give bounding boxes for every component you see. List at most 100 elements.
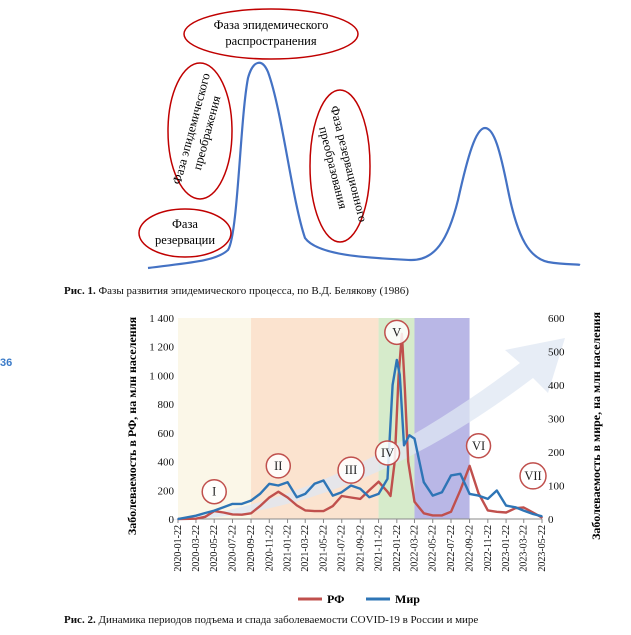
data-point-world [231,503,234,505]
period-marker-V [384,319,410,346]
period-label: V [392,325,401,339]
data-point-rf [359,498,362,500]
period-marker-III [337,456,365,484]
data-point-rf [495,511,498,513]
data-point-rf [286,496,289,499]
data-point-rf [450,511,452,513]
data-point-rf [304,509,307,512]
x-tick-label: 2020-03-22 [191,525,202,572]
period-label: VII [524,469,541,483]
data-point-rf [422,512,425,515]
data-point-world [213,509,216,512]
x-tick-label: 2022-09-22 [465,525,476,572]
phase-reservation-label-1: Фаза [172,217,198,231]
x-tick-label: 2021-01-22 [283,525,294,572]
data-point-rf [231,513,234,516]
data-point-rf [195,517,197,520]
data-point-world [322,479,325,482]
data-point-rf [404,388,406,391]
phase-reservation-ellipse: Фаза резервации [138,208,232,258]
x-tick-label: 2023-05-22 [537,525,548,572]
period-label: VI [472,439,485,453]
page-number: 36 [0,357,13,369]
data-point-world [532,513,534,515]
data-point-rf [413,500,416,503]
figure1: Фаза эпидемического распространения Фаза… [138,8,581,270]
data-point-rf [331,505,334,507]
data-point-rf [240,513,243,516]
y-tick-right: 200 [548,447,565,459]
y-tick-right: 400 [548,380,565,392]
y-tick-right: 600 [548,313,565,325]
figure2-chart: 0 200 400 600 800 1 000 1 200 1 400 0 100 200 300 40… [125,312,603,606]
phase-transformation-ellipse: Фаза эпидемического преображения [167,62,233,200]
data-point-rf [505,511,507,514]
data-point-rf [389,495,392,497]
data-point-rf [377,480,380,483]
x-tick-label: 2023-03-22 [519,525,530,572]
data-point-rf [487,509,489,512]
data-point-world [268,483,271,485]
y-tick-right: 0 [548,514,554,526]
figure1-caption-text: Фазы развития эпидемического процесса, п… [95,285,409,297]
figure1-caption: Рис. 1. Фазы развития эпидемического про… [64,285,409,297]
y-tick-left: 200 [158,485,175,497]
period-label: I [212,485,216,499]
y-axis-label-right: Заболеваемость в мире, на млн населения [589,312,603,540]
data-point-rf [277,490,280,493]
legend-world-label: Мир [395,592,420,606]
data-point-world [359,488,362,490]
data-point-rf [407,460,409,463]
figure2-caption-text: Динамика периодов подъема и спада заболе… [95,614,479,626]
data-point-world [286,481,289,483]
data-point-world [377,493,380,495]
y-tick-left: 1 400 [149,313,174,325]
x-tick-label: 2023-01-22 [501,525,512,572]
data-point-rf [431,514,434,517]
phase-spread-label-2: распространения [225,34,316,48]
x-tick-label: 2020-01-22 [173,525,184,572]
data-point-rf [368,489,371,492]
data-point-world [304,493,307,495]
x-tick-label: 2022-03-22 [409,525,420,572]
data-point-world [468,493,471,495]
data-point-world [450,474,452,477]
data-point-world [313,483,316,485]
data-point-world [541,515,543,518]
x-tick-label: 2021-11-22 [374,525,385,571]
phase-reservation-label-2: резервации [155,233,215,247]
data-point-world [431,494,434,497]
trend-arrow [165,338,565,520]
data-point-world [386,478,389,480]
data-point-rf [386,490,389,493]
figure2-caption-bold: Рис. 2. [64,614,96,626]
phase-spread-ellipse: Фаза эпидемического распространения [183,8,359,60]
x-tick-label: 2020-11-22 [264,525,275,571]
data-point-world [331,494,334,497]
data-point-world [177,518,179,520]
period-marker-VI [465,433,492,459]
data-point-world [250,499,252,502]
data-point-rf [250,512,252,515]
period-marker-II [265,453,292,479]
data-point-rf [441,514,443,517]
data-point-world [459,472,462,475]
x-tick-label: 2022-07-22 [446,525,457,572]
data-point-world [350,484,352,487]
data-point-world [240,503,243,505]
x-tick-label: 2020-07-22 [227,525,238,572]
data-point-rf [477,492,480,494]
y-tick-right: 100 [548,481,565,493]
y-tick-right: 500 [548,347,565,359]
data-point-world [522,509,525,512]
data-point-rf [468,465,471,467]
data-point-world [477,494,480,497]
data-point-world [195,514,197,517]
data-point-world [259,493,261,495]
phase-reservation-transform-ellipse: Фаза резервационного преобразования [309,89,371,243]
data-point-world [277,484,280,487]
x-tick-label: 2020-05-22 [209,525,220,572]
data-point-rf [459,489,462,492]
data-point-world [422,481,425,483]
data-point-rf [350,496,352,499]
